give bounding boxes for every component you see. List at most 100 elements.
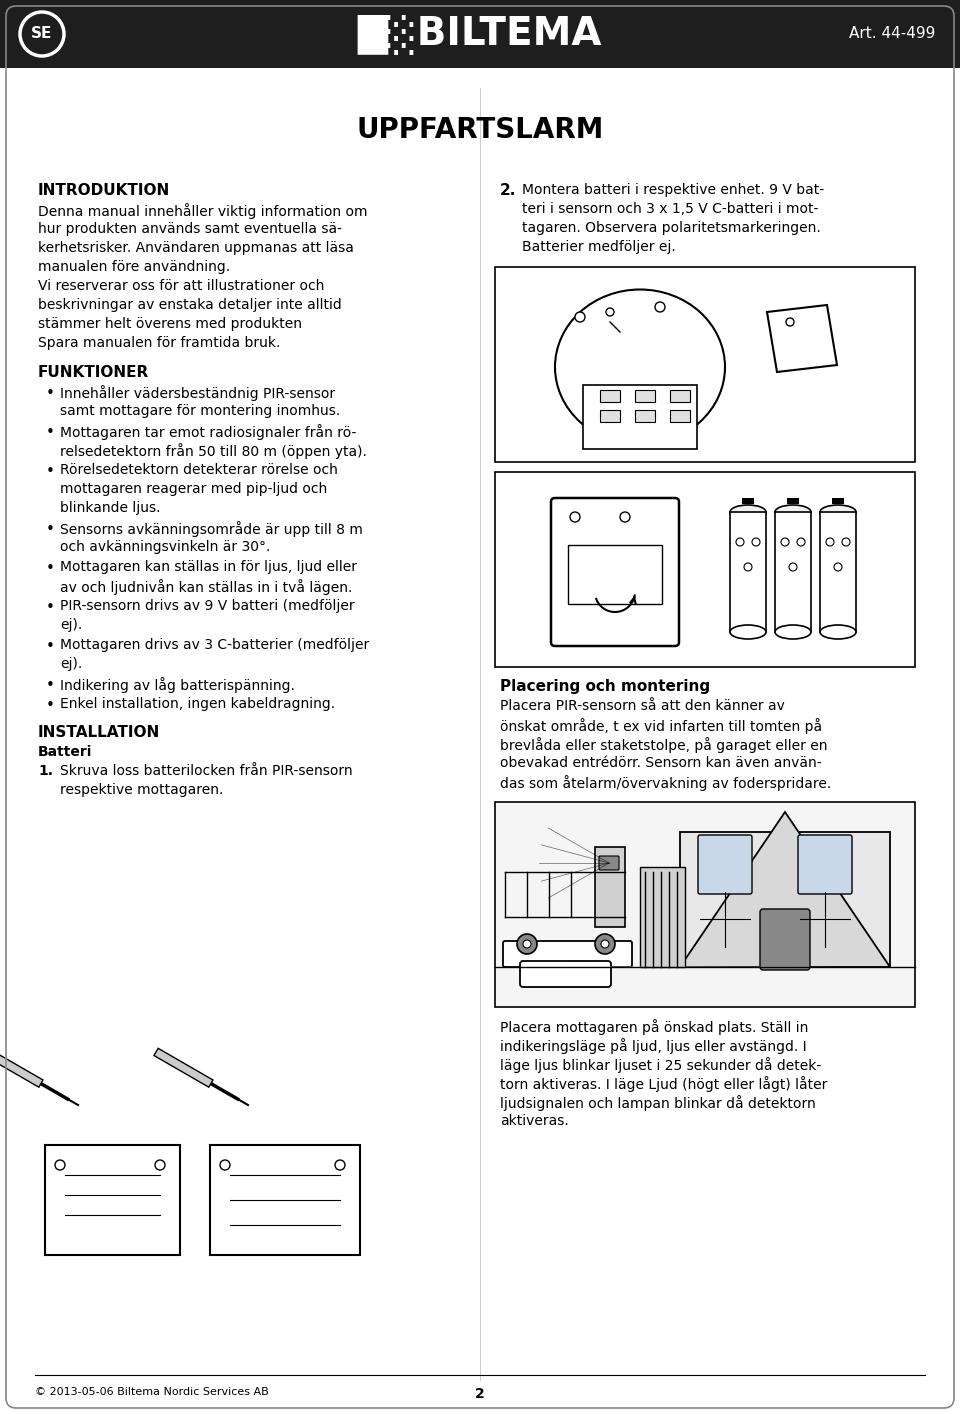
FancyBboxPatch shape — [495, 472, 915, 667]
Text: och avkänningsvinkeln är 30°.: och avkänningsvinkeln är 30°. — [60, 540, 271, 554]
Text: Art. 44-499: Art. 44-499 — [849, 27, 935, 41]
Text: •: • — [46, 386, 55, 402]
Bar — [595, 847, 625, 928]
FancyBboxPatch shape — [210, 1145, 360, 1256]
Text: Montera batteri i respektive enhet. 9 V bat-: Montera batteri i respektive enhet. 9 V … — [522, 182, 824, 197]
Ellipse shape — [555, 290, 725, 444]
Text: av och ljudnivån kan ställas in i två lägen.: av och ljudnivån kan ställas in i två lä… — [60, 578, 352, 595]
Text: respektive mottagaren.: respektive mottagaren. — [60, 783, 224, 797]
Text: beskrivningar av enstaka detaljer inte alltid: beskrivningar av enstaka detaljer inte a… — [38, 298, 342, 312]
Text: 1.: 1. — [38, 764, 53, 778]
Text: samt mottagare för montering inomhus.: samt mottagare för montering inomhus. — [60, 404, 340, 419]
Circle shape — [517, 935, 537, 954]
Text: Batteri: Batteri — [38, 745, 92, 759]
Text: Placera PIR-sensorn så att den känner av: Placera PIR-sensorn så att den känner av — [500, 699, 785, 713]
Text: blinkande ljus.: blinkande ljus. — [60, 501, 160, 515]
Ellipse shape — [820, 625, 856, 639]
Text: ej).: ej). — [60, 618, 83, 632]
Ellipse shape — [730, 625, 766, 639]
Text: Enkel installation, ingen kabeldragning.: Enkel installation, ingen kabeldragning. — [60, 697, 335, 711]
Circle shape — [797, 537, 805, 546]
Circle shape — [620, 512, 630, 522]
Circle shape — [601, 940, 609, 947]
Bar — [670, 410, 690, 421]
Text: 2.: 2. — [500, 182, 516, 198]
Circle shape — [575, 312, 585, 322]
Polygon shape — [680, 812, 890, 967]
Circle shape — [786, 318, 794, 327]
Circle shape — [220, 1159, 230, 1169]
FancyBboxPatch shape — [495, 802, 915, 1007]
Circle shape — [55, 1159, 65, 1169]
Circle shape — [595, 935, 615, 954]
FancyBboxPatch shape — [520, 962, 611, 987]
Text: PIR-sensorn drivs av 9 V batteri (medföljer: PIR-sensorn drivs av 9 V batteri (medföl… — [60, 600, 354, 614]
Polygon shape — [767, 305, 837, 372]
Text: •: • — [46, 699, 55, 713]
Text: indikeringsläge på ljud, ljus eller avstängd. I: indikeringsläge på ljud, ljus eller avst… — [500, 1038, 806, 1053]
Bar — [640, 867, 685, 967]
Text: kerhetsrisker. Användaren uppmanas att läsa: kerhetsrisker. Användaren uppmanas att l… — [38, 240, 354, 255]
FancyBboxPatch shape — [503, 940, 632, 967]
Text: Placera mottagaren på önskad plats. Ställ in: Placera mottagaren på önskad plats. Stäl… — [500, 1019, 808, 1035]
Text: aktiveras.: aktiveras. — [500, 1114, 568, 1128]
Bar — [635, 390, 655, 402]
Circle shape — [781, 537, 789, 546]
Circle shape — [789, 563, 797, 571]
Circle shape — [655, 303, 665, 312]
Text: das som åtelarm/övervakning av foderspridare.: das som åtelarm/övervakning av foderspri… — [500, 775, 831, 790]
Text: Batterier medföljer ej.: Batterier medföljer ej. — [522, 240, 676, 255]
FancyBboxPatch shape — [495, 267, 915, 462]
Text: •: • — [46, 426, 55, 440]
Circle shape — [155, 1159, 165, 1169]
Text: Mottagaren tar emot radiosignaler från rö-: Mottagaren tar emot radiosignaler från r… — [60, 424, 356, 440]
Text: FUNKTIONER: FUNKTIONER — [38, 365, 149, 380]
Circle shape — [842, 537, 850, 546]
Bar — [730, 512, 766, 632]
Text: Skruva loss batterilocken från PIR-sensorn: Skruva loss batterilocken från PIR-senso… — [60, 764, 352, 778]
Text: Vi reserverar oss för att illustrationer och: Vi reserverar oss för att illustrationer… — [38, 279, 324, 293]
Text: UPPFARTSLARM: UPPFARTSLARM — [356, 116, 604, 144]
Text: ljudsignalen och lampan blinkar då detektorn: ljudsignalen och lampan blinkar då detek… — [500, 1094, 816, 1111]
Text: Mottagaren drivs av 3 C-batterier (medföljer: Mottagaren drivs av 3 C-batterier (medfö… — [60, 638, 370, 652]
Circle shape — [752, 537, 760, 546]
Bar — [820, 512, 856, 632]
Text: önskat område, t ex vid infarten till tomten på: önskat område, t ex vid infarten till to… — [500, 718, 822, 734]
Text: © 2013-05-06 Biltema Nordic Services AB: © 2013-05-06 Biltema Nordic Services AB — [35, 1387, 269, 1397]
Ellipse shape — [775, 625, 811, 639]
Text: Sensorns avkänningsområde är upp till 8 m: Sensorns avkänningsområde är upp till 8 … — [60, 520, 363, 537]
Bar — [832, 498, 844, 503]
Circle shape — [606, 308, 614, 315]
Text: Denna manual innehåller viktig information om: Denna manual innehåller viktig informati… — [38, 204, 368, 219]
FancyBboxPatch shape — [568, 544, 662, 604]
FancyBboxPatch shape — [798, 836, 852, 894]
Text: Spara manualen för framtida bruk.: Spara manualen för framtida bruk. — [38, 337, 280, 351]
Bar — [0, 0, 960, 68]
Text: Innehåller vädersbeständnig PIR-sensor: Innehåller vädersbeständnig PIR-sensor — [60, 385, 335, 402]
Text: ej).: ej). — [60, 658, 83, 672]
Text: █░BILTEMA: █░BILTEMA — [358, 14, 602, 54]
Text: hur produkten används samt eventuella sä-: hur produkten används samt eventuella sä… — [38, 222, 342, 236]
Text: SE: SE — [32, 27, 53, 41]
Text: INSTALLATION: INSTALLATION — [38, 725, 160, 740]
Text: •: • — [46, 464, 55, 479]
Text: Placering och montering: Placering och montering — [500, 679, 710, 694]
Bar — [635, 410, 655, 421]
Text: obevakad entrédörr. Sensorn kan även använ-: obevakad entrédörr. Sensorn kan även anv… — [500, 756, 822, 771]
Text: Indikering av låg batterispänning.: Indikering av låg batterispänning. — [60, 677, 295, 693]
Circle shape — [834, 563, 842, 571]
Bar — [742, 498, 754, 503]
Ellipse shape — [730, 505, 766, 519]
Ellipse shape — [775, 505, 811, 519]
Bar — [670, 390, 690, 402]
Text: Rörelsedetektorn detekterar rörelse och: Rörelsedetektorn detekterar rörelse och — [60, 462, 338, 477]
FancyBboxPatch shape — [599, 855, 619, 870]
Bar — [787, 498, 799, 503]
Circle shape — [736, 537, 744, 546]
Bar — [775, 512, 811, 632]
Text: Mottagaren kan ställas in för ljus, ljud eller: Mottagaren kan ställas in för ljus, ljud… — [60, 560, 357, 574]
Text: •: • — [46, 561, 55, 575]
Text: INTRODUKTION: INTRODUKTION — [38, 182, 170, 198]
Circle shape — [826, 537, 834, 546]
Bar — [600, 390, 620, 402]
